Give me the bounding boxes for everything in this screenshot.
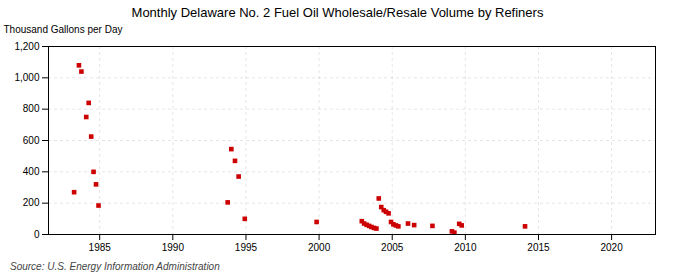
svg-text:1990: 1990 [162, 242, 185, 253]
svg-text:2015: 2015 [527, 242, 550, 253]
html-text:Monthly Delaware No. 2 Fuel Oi: Monthly Delaware No. 2 Fuel Oil Wholesal… [131, 5, 544, 20]
svg-text:2010: 2010 [454, 242, 477, 253]
svg-text:1,200: 1,200 [14, 41, 39, 52]
svg-text:400: 400 [23, 166, 40, 177]
svg-text:0: 0 [34, 229, 40, 240]
svg-text:2005: 2005 [381, 242, 404, 253]
svg-text:1,000: 1,000 [14, 72, 39, 83]
svg-text:Thousand Gallons per Day: Thousand Gallons per Day [4, 24, 123, 35]
html-text:Source: U.S. Energy Informatio: Source: U.S. Energy Information Administ… [10, 261, 220, 272]
svg-text:2020: 2020 [600, 242, 623, 253]
svg-text:600: 600 [23, 135, 40, 146]
svg-text:200: 200 [23, 197, 40, 208]
svg-text:800: 800 [23, 103, 40, 114]
svg-text:1995: 1995 [235, 242, 258, 253]
svg-text:1985: 1985 [89, 242, 112, 253]
svg-text:2000: 2000 [308, 242, 331, 253]
